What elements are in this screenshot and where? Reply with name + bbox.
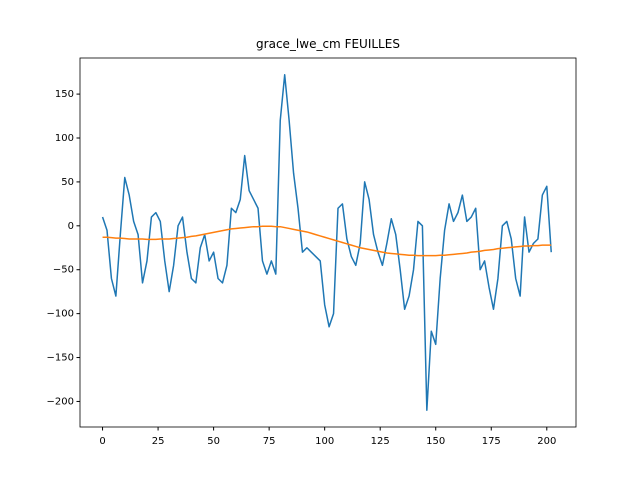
series-line xyxy=(101,74,552,411)
y-tick-label: −100 xyxy=(47,309,74,320)
y-tick-label: 150 xyxy=(55,89,74,100)
x-tick-label: 200 xyxy=(537,436,556,447)
x-tick-label: 175 xyxy=(482,436,501,447)
x-tick-label: 100 xyxy=(315,436,334,447)
y-tick-label: −50 xyxy=(53,265,74,276)
x-tick-label: 0 xyxy=(99,436,105,447)
chart-title: grace_lwe_cm FEUILLES xyxy=(256,37,400,51)
x-tick-label: 150 xyxy=(426,436,445,447)
y-tick-label: 100 xyxy=(55,133,74,144)
y-tick-label: 50 xyxy=(61,177,74,188)
series-line xyxy=(102,225,552,257)
x-tick-label: 50 xyxy=(207,436,220,447)
x-tick-label: 25 xyxy=(152,436,165,447)
x-tick-label: 75 xyxy=(263,436,276,447)
plot-frame xyxy=(79,57,577,428)
x-tick-label: 125 xyxy=(371,436,390,447)
y-tick-label: −150 xyxy=(47,353,74,364)
y-tick-label: −200 xyxy=(47,396,74,407)
y-tick-label: 0 xyxy=(68,221,74,232)
